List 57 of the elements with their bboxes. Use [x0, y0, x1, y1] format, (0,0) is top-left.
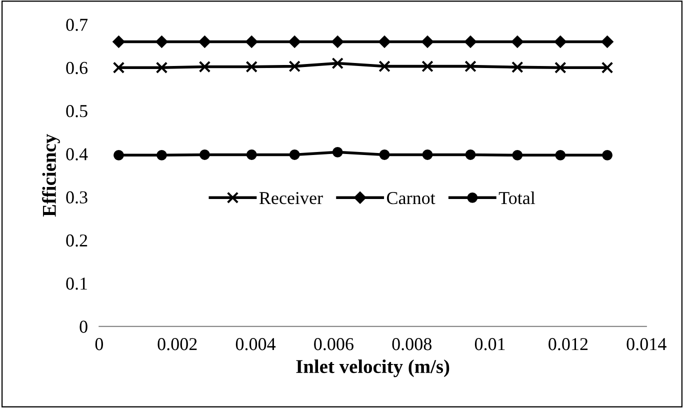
point: [464, 36, 476, 48]
point: [246, 36, 258, 48]
point: [422, 150, 433, 160]
point: [378, 60, 390, 72]
point: [156, 150, 167, 160]
x-tick-label: 0.01: [474, 338, 505, 350]
point: [555, 150, 566, 160]
point: [601, 62, 614, 74]
point: [554, 36, 566, 48]
y-tick-label: 0.3: [66, 191, 88, 204]
legend-label: Receiver: [259, 192, 323, 204]
y-tick-label: 0.6: [66, 62, 88, 74]
point: [112, 62, 125, 74]
point: [198, 36, 211, 48]
point: [512, 150, 523, 160]
y-tick-label: 0.2: [66, 234, 88, 247]
y-tick-label: 0: [80, 320, 88, 333]
point: [465, 150, 476, 160]
point: [511, 36, 524, 48]
point: [114, 150, 124, 160]
point: [379, 150, 390, 160]
y-axis-title: Efficiency: [42, 134, 60, 217]
point: [378, 36, 390, 48]
x-tick-label: 0.006: [314, 338, 354, 350]
point: [332, 146, 343, 158]
x-tick-label: 0: [95, 338, 104, 350]
y-tick-label: 0.1: [66, 278, 87, 290]
y-tick-label: 0.4: [66, 148, 88, 160]
y-tick-label: 0.7: [66, 18, 88, 31]
point: [601, 36, 614, 48]
x-tick-label: 0.012: [548, 338, 588, 350]
point: [289, 150, 300, 160]
point: [200, 150, 210, 160]
point: [156, 36, 168, 48]
point: [246, 60, 258, 73]
point: [332, 36, 344, 48]
point: [422, 36, 434, 48]
x-tick-label: 0.008: [392, 338, 432, 350]
point: [511, 61, 524, 74]
x-tick-label: 0.014: [626, 338, 666, 350]
point: [246, 150, 257, 160]
point: [288, 36, 301, 48]
point: [332, 57, 344, 70]
point: [422, 60, 434, 72]
legend-label: Total: [498, 191, 536, 204]
x-axis-title: Inlet velocity (m/s): [296, 359, 450, 378]
legend-label: Carnot: [386, 192, 436, 204]
x-tick-label: 0.004: [236, 338, 276, 350]
point: [198, 60, 211, 73]
point: [464, 60, 476, 72]
point: [288, 60, 301, 72]
y-tick-label: 0.5: [66, 105, 88, 118]
point: [602, 150, 613, 160]
x-tick-label: 0.002: [158, 338, 197, 350]
point: [112, 36, 125, 48]
point: [156, 62, 168, 74]
point: [554, 62, 566, 74]
